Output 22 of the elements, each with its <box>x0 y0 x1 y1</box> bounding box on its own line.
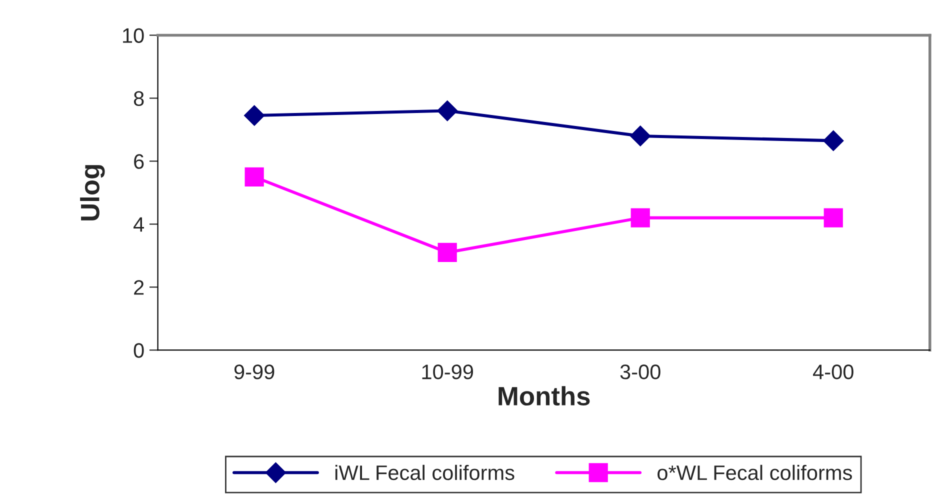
x-tick-label: 3-00 <box>620 364 660 380</box>
y-tick-label: 10 <box>123 28 144 43</box>
y-axis-title: Ulog <box>80 165 105 220</box>
x-tick-label: 4-00 <box>813 364 854 380</box>
x-axis-title: Months <box>498 386 590 406</box>
x-tick-label: 10-99 <box>422 364 473 380</box>
point <box>823 130 844 152</box>
y-tick-label: 4 <box>134 217 144 232</box>
point <box>824 208 843 228</box>
point <box>244 105 265 126</box>
point <box>244 167 264 186</box>
y-tick-label: 0 <box>134 343 144 358</box>
point <box>437 100 458 122</box>
legend-label: o*WL Fecal coliforms <box>658 464 852 480</box>
y-tick-label: 8 <box>134 91 144 106</box>
y-tick-label: 2 <box>134 280 144 295</box>
point <box>630 208 650 228</box>
y-tick-label: 6 <box>134 154 144 169</box>
x-tick-label: 9-99 <box>234 364 274 380</box>
point <box>630 126 651 146</box>
point <box>438 242 457 262</box>
legend-label: iWL Fecal coliforms <box>335 464 514 480</box>
